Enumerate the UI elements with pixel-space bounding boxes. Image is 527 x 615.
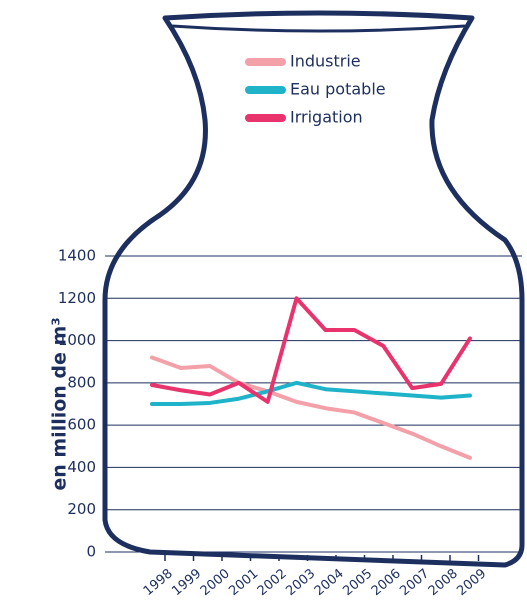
x-tick-label: 2002 — [255, 566, 290, 599]
x-tick-label: 2008 — [426, 566, 461, 599]
y-tick-label: 1200 — [58, 289, 96, 307]
x-tick-label: 2006 — [369, 566, 404, 599]
legend-label: Industrie — [290, 52, 361, 71]
legend-label: Irrigation — [290, 108, 363, 127]
y-tick-label: 200 — [67, 500, 96, 518]
series-line — [150, 296, 472, 404]
y-tick-label: 1000 — [58, 331, 96, 349]
x-tick-label: 2005 — [340, 566, 375, 599]
x-tick-label: 2009 — [454, 566, 489, 599]
x-tick-label: 1998 — [141, 566, 176, 599]
x-tick-label: 2001 — [226, 566, 261, 599]
x-tick-label: 2007 — [397, 566, 432, 599]
series-line — [150, 380, 472, 406]
x-tick-label: 2003 — [283, 566, 318, 599]
x-tick-label: 1999 — [169, 566, 204, 599]
vase-outline — [102, 10, 525, 568]
y-tick-label: 400 — [67, 458, 96, 476]
y-tick-label: 800 — [67, 373, 96, 391]
legend-label: Eau potable — [290, 80, 386, 99]
y-axis-label: en million de m³ — [49, 317, 71, 490]
y-tick-label: 0 — [86, 543, 96, 561]
y-tick-label: 600 — [67, 416, 96, 434]
series-line — [150, 355, 472, 460]
vase-rim — [171, 24, 466, 33]
y-tick-label: 1400 — [58, 247, 96, 265]
x-tick-label: 2000 — [198, 566, 233, 599]
x-tick-label: 2004 — [312, 566, 347, 599]
